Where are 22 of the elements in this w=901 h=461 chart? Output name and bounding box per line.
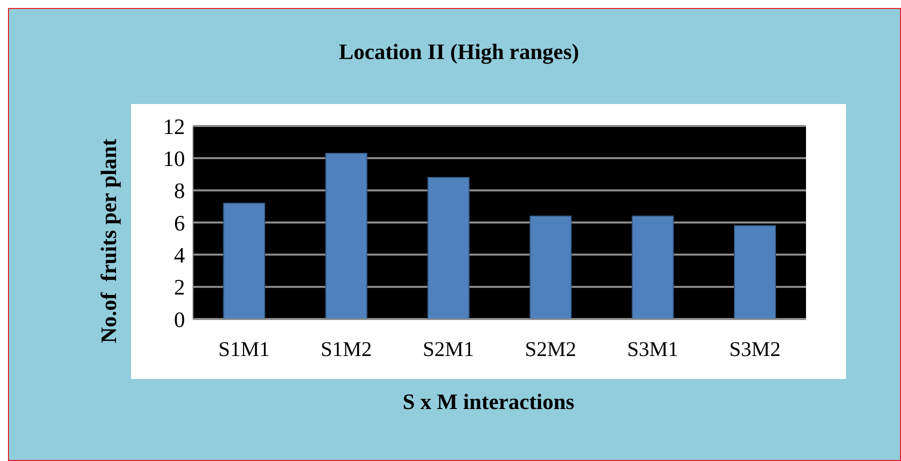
x-tick-label: S2M2	[524, 336, 576, 361]
x-tick-label: S3M2	[729, 336, 781, 361]
chart-title: Location II (High ranges)	[338, 39, 580, 65]
bar	[530, 216, 572, 319]
y-tick-label: 6	[174, 210, 185, 236]
x-tick-label: S1M1	[218, 336, 270, 361]
bar	[223, 202, 266, 319]
x-tick-label: S2M1	[422, 336, 474, 361]
bar	[734, 225, 776, 319]
y-tick-label: 8	[174, 178, 185, 204]
y-tick-label: 2	[174, 274, 185, 300]
y-tick-label: 10	[163, 146, 185, 171]
x-tick-label: S3M1	[627, 336, 678, 361]
x-axis-title: S x M interactions	[402, 389, 576, 415]
y-axis-title: No.of fruits per plant	[96, 138, 122, 344]
y-tick-label: 0	[174, 306, 185, 332]
bar	[325, 152, 368, 319]
y-tick-label: 4	[174, 242, 185, 268]
x-tick-label: S1M2	[320, 336, 372, 361]
y-tick-label: 12	[163, 114, 185, 139]
bar	[427, 176, 470, 319]
bar	[632, 216, 674, 319]
